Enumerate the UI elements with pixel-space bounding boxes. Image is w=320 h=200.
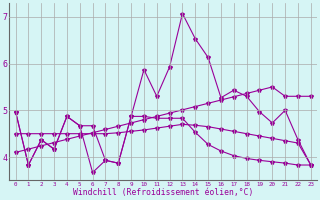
X-axis label: Windchill (Refroidissement éolien,°C): Windchill (Refroidissement éolien,°C) bbox=[73, 188, 253, 197]
